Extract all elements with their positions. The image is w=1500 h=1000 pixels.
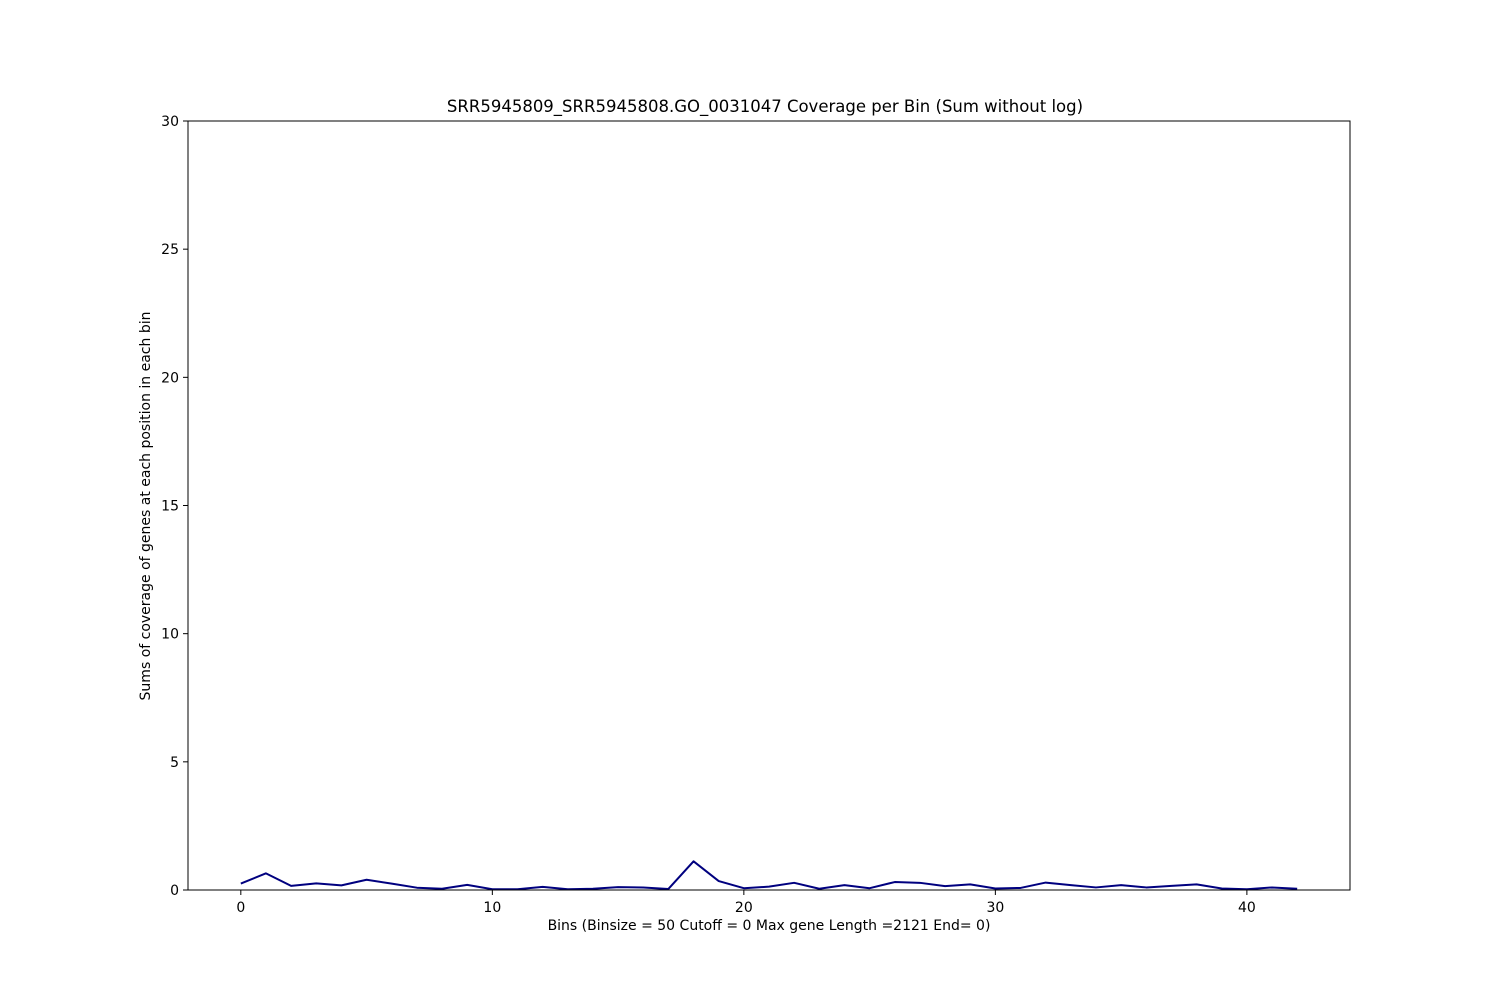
y-tick-label: 15 — [161, 499, 179, 515]
y-tick-label: 10 — [161, 627, 179, 643]
y-tick-label: 25 — [161, 242, 179, 258]
coverage-series-line — [240, 860, 1298, 891]
y-axis: 0 5 10 15 20 25 30 — [161, 114, 188, 899]
x-tick-label: 20 — [735, 900, 753, 916]
y-tick-label: 5 — [170, 755, 179, 771]
chart-title: SRR5945809_SRR5945808.GO_0031047 Coverag… — [447, 97, 1083, 117]
plot-frame — [187, 120, 1351, 891]
plot-area — [188, 121, 1350, 890]
x-axis: 0 10 20 30 40 — [236, 890, 1256, 916]
y-tick-label: 0 — [170, 883, 179, 899]
x-tick-label: 0 — [236, 900, 245, 916]
x-tick-label: 40 — [1238, 900, 1256, 916]
y-tick-label: 30 — [161, 114, 179, 130]
y-tick-label: 20 — [161, 370, 179, 386]
x-tick-label: 10 — [483, 900, 501, 916]
x-tick-label: 30 — [986, 900, 1004, 916]
y-axis-label: Sums of coverage of genes at each positi… — [138, 312, 154, 701]
x-axis-label: Bins (Binsize = 50 Cutoff = 0 Max gene L… — [548, 918, 991, 934]
